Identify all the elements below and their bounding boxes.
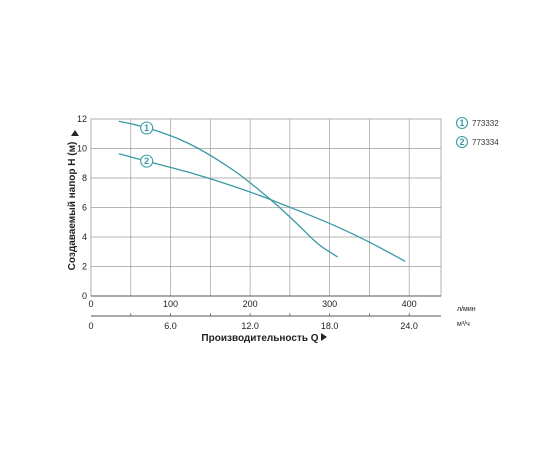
x-axis-arrow-icon xyxy=(321,333,327,341)
series-marker-label-2: 2 xyxy=(144,156,149,166)
x-tick-label-primary: 100 xyxy=(163,299,178,309)
legend-entry-1: 773332 xyxy=(472,119,499,128)
y-axis-arrow-icon xyxy=(71,130,79,136)
y-tick-label: 8 xyxy=(82,173,87,183)
x-tick-label-primary: 0 xyxy=(88,299,93,309)
series-marker-circle-2 xyxy=(140,154,154,168)
x-tick-label-secondary: 6.0 xyxy=(164,321,177,331)
x-tick-label-secondary: 0 xyxy=(88,321,93,331)
series-line-1 xyxy=(118,120,338,258)
x-unit-secondary: м³/ч xyxy=(457,321,470,328)
x-tick-label-primary: 200 xyxy=(243,299,258,309)
x-tick-label-primary: 400 xyxy=(402,299,417,309)
legend-entry-2: 773334 xyxy=(472,138,499,147)
legend-marker-circle-1 xyxy=(455,116,469,130)
series-line-2 xyxy=(118,153,406,262)
series-marker-circle-1 xyxy=(140,121,154,135)
y-tick-label: 4 xyxy=(82,232,87,242)
legend-marker-label-2: 2 xyxy=(459,137,464,147)
series-marker-label-1: 1 xyxy=(144,123,149,133)
y-tick-label: 2 xyxy=(82,262,87,272)
y-tick-label: 0 xyxy=(82,291,87,301)
x-tick-label-secondary: 18.0 xyxy=(321,321,339,331)
y-tick-label: 6 xyxy=(82,203,87,213)
legend-marker-label-1: 1 xyxy=(459,118,464,128)
x-tick-label-secondary: 24.0 xyxy=(400,321,418,331)
legend-marker-circle-2 xyxy=(455,135,469,149)
x-tick-label-secondary: 12.0 xyxy=(241,321,259,331)
x-axis-title: Производительность Q xyxy=(201,333,318,344)
y-tick-label: 12 xyxy=(77,114,87,124)
x-tick-label-primary: 300 xyxy=(322,299,337,309)
y-tick-label: 10 xyxy=(77,144,87,154)
x-unit-primary: л/мин xyxy=(457,306,476,313)
y-axis-title: Создаваемый напор H (м) xyxy=(67,142,78,271)
